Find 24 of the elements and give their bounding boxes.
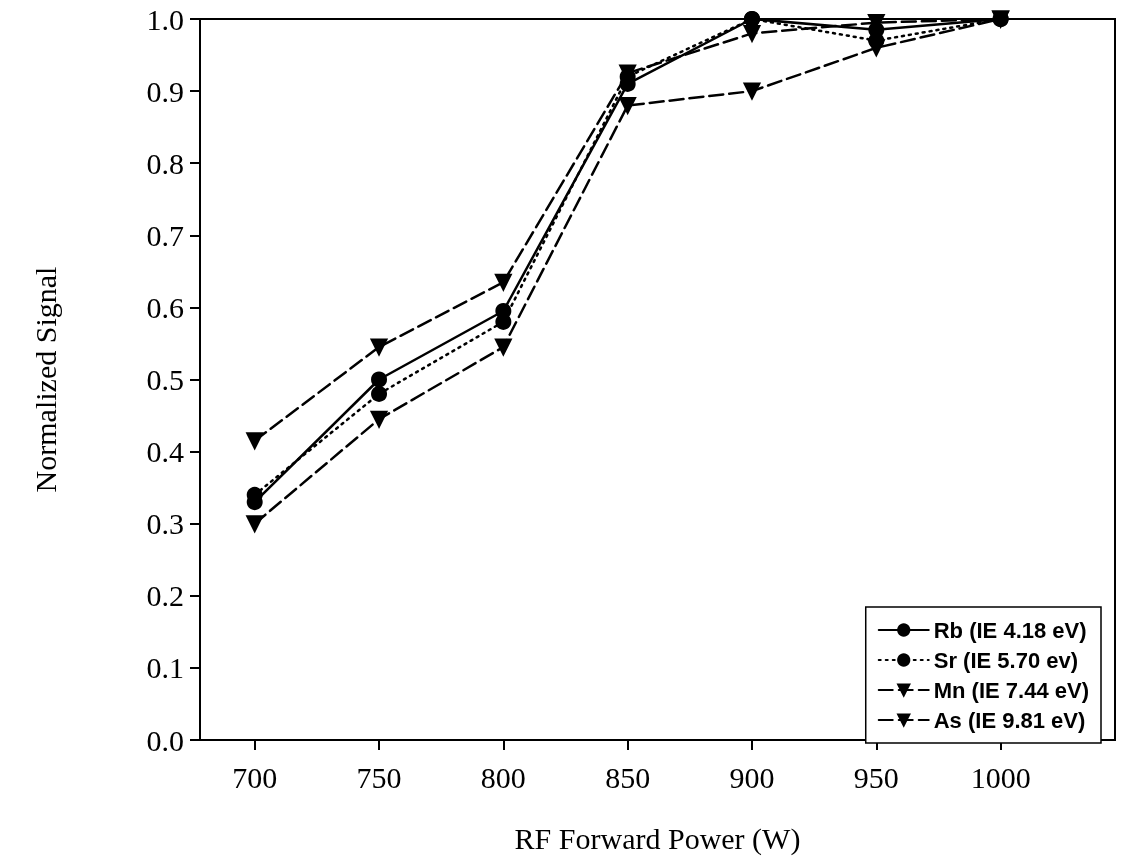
x-tick-label: 750 [356,760,402,794]
x-tick-label: 800 [480,760,526,794]
legend-label: Sr (IE 5.70 ev) [933,647,1079,673]
y-tick-label: 0.6 [146,290,184,324]
x-tick-label: 1000 [970,760,1031,794]
y-tick-label: 0.2 [146,579,184,613]
y-tick-label: 0.8 [146,146,184,180]
x-tick-label: 700 [232,760,278,794]
legend-label: Mn (IE 7.44 eV) [933,677,1090,703]
y-axis-title: Normalized Signal [28,266,62,493]
y-tick-label: 0.1 [146,651,184,685]
y-tick-label: 1.0 [146,2,184,36]
legend-label: As (IE 9.81 eV) [933,707,1086,733]
y-tick-label: 0.4 [146,435,184,469]
y-tick-label: 0.5 [146,363,184,396]
x-axis-title: RF Forward Power (W) [514,821,801,856]
x-tick-label: 950 [853,760,899,794]
x-tick-label: 850 [605,760,651,794]
y-tick-label: 0.9 [146,74,184,108]
x-tick-label: 900 [729,760,775,794]
y-tick-label: 0.3 [146,507,184,541]
y-tick-label: 0.0 [146,723,184,757]
y-tick-label: 0.7 [146,218,184,252]
legend-label: Rb (IE 4.18 eV) [933,617,1087,643]
